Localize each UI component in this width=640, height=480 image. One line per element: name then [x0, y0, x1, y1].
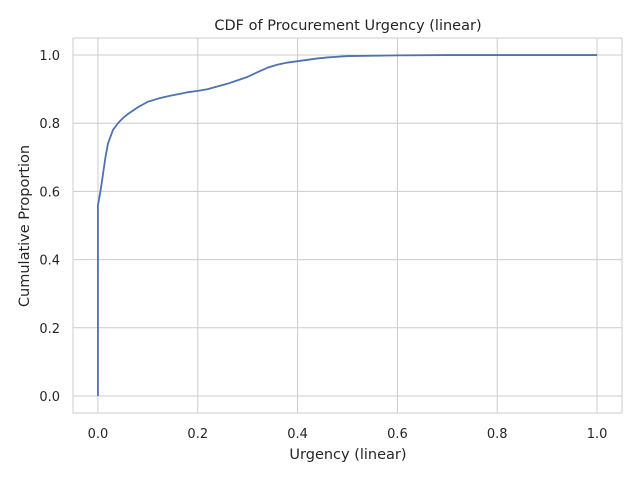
y-tick-label: 0.4 [39, 254, 60, 269]
plot-background [73, 38, 622, 413]
y-tick-label: 1.0 [39, 49, 60, 64]
chart-title: CDF of Procurement Urgency (linear) [214, 18, 481, 34]
x-tick-label: 0.4 [287, 427, 308, 442]
y-tick-label: 0.8 [39, 117, 60, 132]
y-tick-label: 0.6 [39, 185, 60, 200]
grid [73, 38, 622, 413]
series-group [97, 54, 598, 396]
x-axis-title: Urgency (linear) [289, 447, 406, 463]
x-tick-label: 0.2 [187, 427, 208, 442]
y-axis-title: Cumulative Proportion [17, 145, 33, 307]
y-tick-label: 0.0 [39, 390, 60, 405]
plot-frame [72, 37, 623, 414]
x-tick-label: 1.0 [587, 427, 608, 442]
y-tick-labels: 0.0 0.2 0.4 0.6 0.8 1.0 [39, 49, 60, 405]
x-tick-labels: 0.0 0.2 0.4 0.6 0.8 1.0 [88, 427, 608, 442]
cdf-line [97, 54, 598, 396]
y-tick-label: 0.2 [39, 322, 60, 337]
x-tick-label: 0.6 [387, 427, 408, 442]
x-tick-label: 0.0 [88, 427, 109, 442]
x-tick-label: 0.8 [487, 427, 508, 442]
